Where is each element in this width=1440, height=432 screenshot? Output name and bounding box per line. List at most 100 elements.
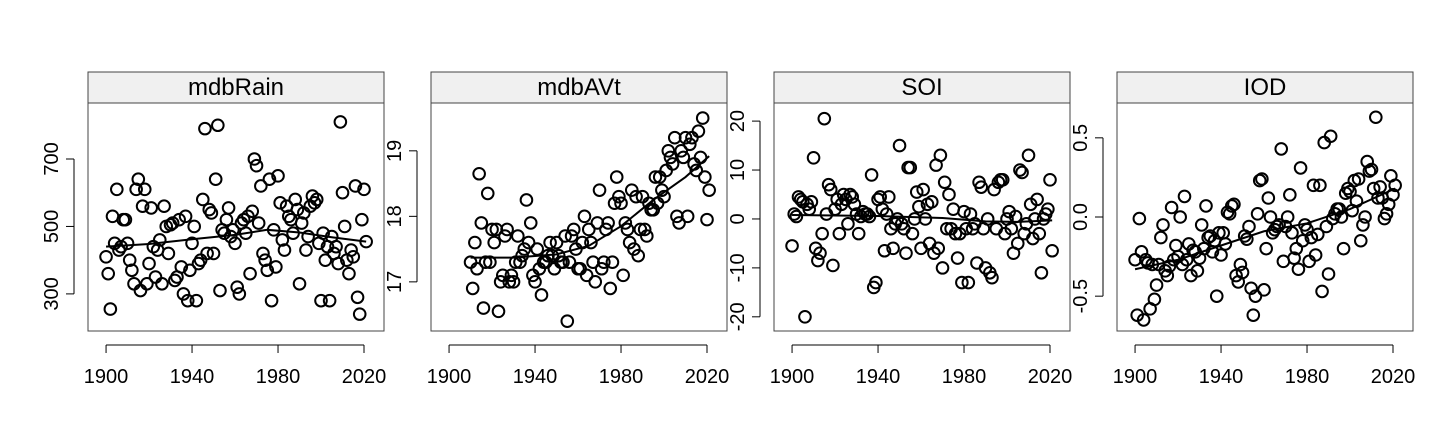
- point: [689, 163, 704, 178]
- point: [672, 216, 686, 230]
- point: [594, 261, 609, 276]
- point: [1248, 289, 1263, 303]
- point: [1218, 237, 1233, 251]
- point: [1173, 210, 1187, 224]
- point: [1274, 142, 1289, 156]
- point: [597, 255, 611, 270]
- point: [1379, 207, 1394, 221]
- point: [847, 197, 862, 212]
- point: [523, 216, 538, 230]
- y-tick-label: 20: [727, 110, 749, 132]
- point: [316, 226, 330, 240]
- x-tick-label: 1980: [1285, 366, 1330, 388]
- point: [1149, 278, 1164, 292]
- point: [616, 268, 630, 283]
- point: [1369, 110, 1383, 125]
- point: [198, 121, 212, 136]
- point: [1160, 268, 1175, 283]
- point: [107, 236, 122, 251]
- point: [648, 170, 663, 184]
- x-tick-label: 1980: [599, 366, 644, 388]
- point: [851, 226, 866, 241]
- point: [110, 182, 124, 197]
- point: [1199, 199, 1213, 213]
- point: [1308, 248, 1323, 262]
- point: [1364, 162, 1379, 177]
- point: [187, 219, 201, 234]
- point: [260, 263, 275, 278]
- point: [174, 260, 189, 274]
- point: [1212, 226, 1226, 240]
- point: [877, 243, 892, 258]
- point: [905, 226, 920, 241]
- point: [1263, 210, 1278, 224]
- point: [995, 173, 1010, 187]
- point: [826, 258, 840, 273]
- point: [314, 293, 328, 308]
- point: [661, 144, 676, 158]
- point: [1293, 161, 1308, 175]
- strip: [773, 71, 1071, 104]
- x-tick-label: 1900: [84, 366, 129, 388]
- y-tick-label: 300: [41, 277, 63, 310]
- point: [918, 212, 933, 226]
- point: [787, 207, 802, 221]
- point: [230, 280, 244, 294]
- point: [1283, 188, 1297, 202]
- point: [1021, 148, 1036, 163]
- point: [886, 241, 900, 256]
- point: [974, 180, 989, 194]
- point: [254, 179, 268, 193]
- point: [845, 190, 860, 204]
- point: [519, 193, 534, 207]
- point: [609, 170, 624, 184]
- point: [1154, 230, 1168, 245]
- point: [502, 275, 517, 289]
- point: [1270, 219, 1284, 234]
- point: [869, 275, 883, 290]
- point: [674, 144, 689, 158]
- point: [864, 168, 879, 182]
- point: [631, 248, 646, 263]
- point: [301, 229, 315, 244]
- point: [603, 281, 618, 296]
- point: [101, 266, 116, 281]
- point: [577, 209, 592, 224]
- y-tick-label: 700: [41, 142, 63, 175]
- point: [1224, 199, 1239, 213]
- y-tick-label: 10: [727, 159, 749, 181]
- x-tick-label: 1980: [256, 366, 301, 388]
- point: [1336, 241, 1351, 256]
- point: [804, 195, 819, 209]
- point: [1132, 211, 1147, 226]
- point: [271, 169, 285, 183]
- point: [243, 266, 257, 281]
- point: [103, 302, 118, 316]
- point: [1034, 265, 1049, 280]
- point: [942, 187, 956, 202]
- point: [659, 163, 673, 178]
- point: [564, 229, 579, 243]
- point: [629, 189, 643, 204]
- point: [933, 148, 948, 163]
- point: [161, 246, 176, 261]
- point: [178, 209, 193, 224]
- x-tick-label: 1940: [513, 366, 558, 388]
- point: [478, 255, 493, 270]
- point: [1229, 268, 1243, 283]
- point: [1194, 218, 1209, 232]
- point: [185, 236, 199, 251]
- point: [1214, 248, 1228, 262]
- point: [183, 263, 197, 278]
- point: [899, 246, 913, 261]
- point: [1304, 230, 1319, 245]
- panel-title: IOD: [1244, 74, 1287, 101]
- point: [342, 266, 356, 281]
- point: [228, 236, 242, 251]
- trend-line: [792, 214, 1053, 223]
- point: [1353, 233, 1368, 248]
- x-tick-label: 1940: [856, 366, 901, 388]
- point: [476, 301, 491, 315]
- y-tick-label: -0.5: [1070, 279, 1092, 313]
- point: [924, 195, 939, 209]
